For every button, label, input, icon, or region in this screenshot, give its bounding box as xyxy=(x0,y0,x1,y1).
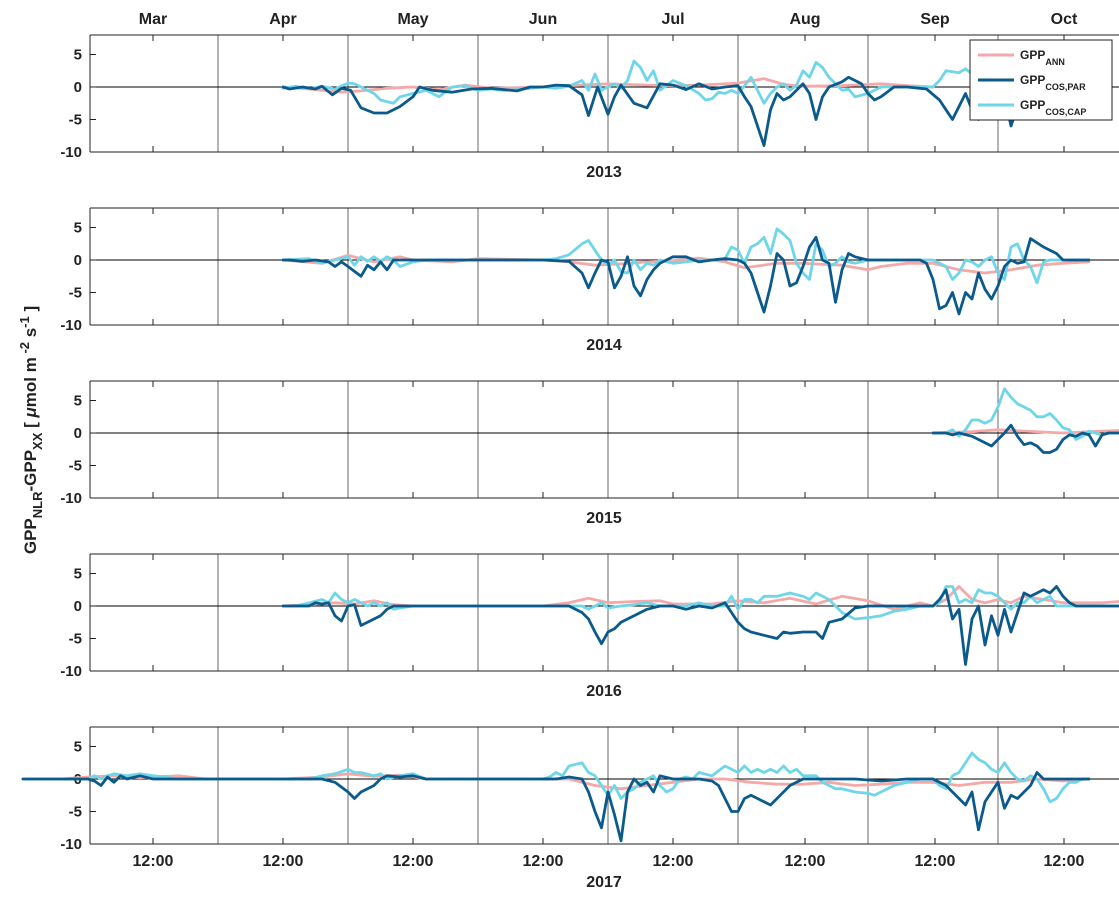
ylabel-part: [ xyxy=(21,418,40,433)
y-tick-label: 5 xyxy=(74,220,82,237)
month-label: Aug xyxy=(789,11,820,28)
ylabel-part: μ xyxy=(21,407,40,419)
month-labels: Mar Apr May Jun Jul Aug Sep Oct xyxy=(139,11,1078,28)
panel-2016: 5 0 -5 -10 2016 xyxy=(60,553,1119,700)
month-label: Sep xyxy=(920,11,950,28)
y-tick-label: -10 xyxy=(60,663,82,680)
series-line-gpp-cos-par xyxy=(21,771,1091,843)
legend-label: GPPANN xyxy=(1020,48,1065,67)
y-tick-label: -5 xyxy=(69,804,82,821)
y-tick-label: 0 xyxy=(74,252,82,269)
y-tick-label: 0 xyxy=(74,598,82,615)
year-label: 2015 xyxy=(586,510,622,527)
year-label: 2013 xyxy=(586,164,622,181)
ylabel-sup: -1 xyxy=(17,316,32,328)
y-tick-label: 5 xyxy=(74,393,82,410)
ylabel-part: s xyxy=(21,328,40,342)
legend-label-sub: COS,PAR xyxy=(1045,82,1086,92)
series-line-gpp-cos-cap xyxy=(21,751,1091,804)
x-tick-label: 12:00 xyxy=(263,853,304,870)
ylabel-sub: XX xyxy=(30,432,45,450)
x-tick-label: 12:00 xyxy=(393,853,434,870)
x-tick-label: 12:00 xyxy=(1044,853,1085,870)
legend-label: GPPCOS,PAR xyxy=(1020,73,1086,92)
month-label: Jun xyxy=(529,11,557,28)
panel-2014: 5 0 -5 -10 2014 xyxy=(60,207,1119,354)
x-tick-label: 12:00 xyxy=(915,853,956,870)
month-label: May xyxy=(397,11,428,28)
y-tick-label: -10 xyxy=(60,317,82,334)
y-tick-label: 5 xyxy=(74,566,82,583)
legend-label-base: GPP xyxy=(1020,48,1045,62)
month-label: Apr xyxy=(269,11,297,28)
x-tick-label: 12:00 xyxy=(785,853,826,870)
month-label: Mar xyxy=(139,11,167,28)
chart-panels: 5 0 -5 -10 2013 5 0 -5 -10 2014 5 0 -5 -10 2015 5 0 -5 -10… xyxy=(21,34,1119,891)
year-label: 2014 xyxy=(586,337,622,354)
month-label: Jul xyxy=(661,11,684,28)
legend-label-base: GPP xyxy=(1020,73,1045,87)
panel-2013: 5 0 -5 -10 2013 xyxy=(60,34,1119,181)
x-tick-label: 12:00 xyxy=(653,853,694,870)
series-line-gpp-ann xyxy=(281,585,1119,611)
y-tick-label: 5 xyxy=(74,47,82,64)
series-line-gpp-cos-par xyxy=(281,585,1119,666)
series-line-gpp-cos-cap xyxy=(281,585,1119,621)
y-tick-label: -10 xyxy=(60,836,82,853)
y-tick-label: 5 xyxy=(74,739,82,756)
ylabel-sup: -2 xyxy=(17,342,32,357)
legend-label: GPPCOS,CAP xyxy=(1020,98,1086,117)
year-label: 2017 xyxy=(586,874,622,891)
series-line-gpp-cos-par xyxy=(281,235,1091,316)
ylabel-part: ] xyxy=(21,306,40,316)
ylabel-part: -GPP xyxy=(21,450,40,492)
series-line-gpp-ann xyxy=(281,77,935,94)
series-line-gpp-cos-cap xyxy=(931,387,1119,441)
x-tick-label: 12:00 xyxy=(133,853,174,870)
y-tick-label: 0 xyxy=(74,425,82,442)
legend-label-base: GPP xyxy=(1020,98,1045,112)
series-line-gpp-cos-par xyxy=(931,423,1119,454)
legend-label-sub: COS,CAP xyxy=(1045,107,1086,117)
legend-label-sub: ANN xyxy=(1045,57,1065,67)
y-tick-label: -10 xyxy=(60,490,82,507)
y-tick-label: 0 xyxy=(74,79,82,96)
ylabel-part: mol m xyxy=(21,357,40,407)
year-label: 2016 xyxy=(586,683,622,700)
y-tick-label: -5 xyxy=(69,631,82,648)
y-axis-label: GPPNLR-GPPXX [ μmol m -2 s-1 ] xyxy=(17,306,45,554)
y-tick-label: -10 xyxy=(60,144,82,161)
series-line-gpp-cos-cap xyxy=(281,227,1091,285)
month-label: Oct xyxy=(1051,11,1078,28)
series-line-gpp-ann xyxy=(931,428,1119,435)
ylabel-sub: NLR xyxy=(30,491,45,518)
y-tick-label: -5 xyxy=(69,285,82,302)
x-tick-label: 12:00 xyxy=(523,853,564,870)
panel-2015: 5 0 -5 -10 2015 xyxy=(60,380,1119,527)
ylabel-part: GPP xyxy=(21,518,40,554)
y-tick-label: -5 xyxy=(69,112,82,129)
series-line-gpp-ann xyxy=(21,772,1091,791)
y-tick-label: -5 xyxy=(69,458,82,475)
